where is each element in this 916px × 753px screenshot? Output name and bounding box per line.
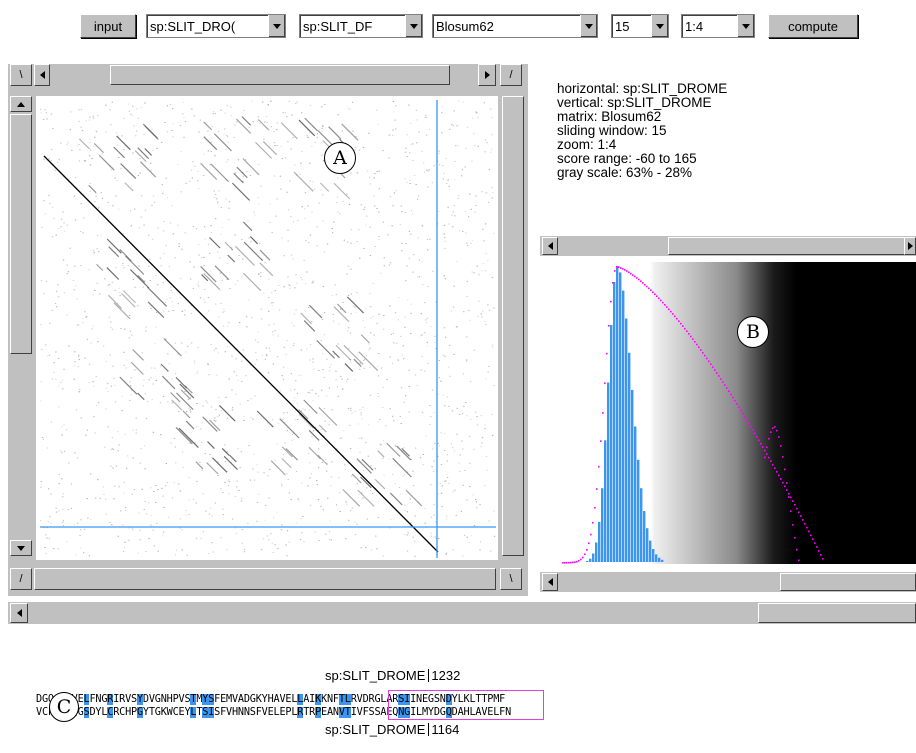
alignment-bottom-header: sp:SLIT_DROME 1164 (325, 722, 459, 737)
dotplot-bottom-hscroll[interactable] (34, 568, 496, 590)
corner-br-label: \ (500, 568, 522, 590)
matrix-select[interactable]: Blosum62 (432, 14, 598, 38)
matrix-value: Blosum62 (436, 18, 494, 34)
scroll-down-button[interactable] (10, 540, 32, 556)
window-size-select[interactable]: 15 (611, 14, 669, 38)
info-matrix: matrix: Blosum62 (557, 109, 662, 124)
scroll-right-button[interactable] (904, 237, 916, 255)
marker-c: C (49, 692, 79, 722)
chevron-down-icon[interactable] (268, 15, 285, 37)
info-gray-scale: gray scale: 63% - 28% (557, 165, 693, 180)
alignment-scroll-thumb[interactable] (758, 603, 916, 623)
zoom-value: 1:4 (685, 18, 704, 34)
scroll-left-button[interactable] (542, 573, 558, 591)
dotplot-vscroll-thumb[interactable] (10, 114, 32, 354)
window-size-value: 15 (615, 18, 630, 34)
dotplot-right-vscroll[interactable] (502, 96, 524, 556)
scroll-left-button[interactable] (10, 603, 28, 623)
scroll-left-button[interactable] (34, 64, 50, 86)
top-position: 1232 (431, 668, 461, 683)
score-histogram[interactable] (542, 262, 916, 564)
info-window: sliding window: 15 (557, 123, 667, 138)
compute-button[interactable]: compute (768, 14, 858, 38)
chevron-down-icon[interactable] (737, 15, 754, 37)
top-sequence-label: sp:SLIT_DROME (325, 668, 426, 683)
dotplot-canvas[interactable] (36, 96, 498, 560)
info-score-range: score range: -60 to 165 (557, 151, 697, 166)
alignment-top-header: sp:SLIT_DROME 1232 (325, 668, 460, 683)
dotplot-hscroll-thumb[interactable] (110, 65, 450, 85)
input-button[interactable]: input (80, 14, 136, 38)
bottom-sequence-label: sp:SLIT_DROME (325, 722, 426, 737)
parameters-info: horizontal: sp:SLIT_DROME vertical: sp:SL… (557, 68, 727, 194)
scroll-right-button[interactable] (478, 64, 496, 86)
vertical-sequence-value: sp:SLIT_DF (303, 18, 373, 34)
position-tick (428, 669, 430, 682)
position-tick (428, 723, 430, 736)
zoom-select[interactable]: 1:4 (681, 14, 755, 38)
horizontal-sequence-select[interactable]: sp:SLIT_DRO( (146, 14, 286, 38)
corner-tr-label: / (500, 64, 522, 86)
info-vertical: vertical: sp:SLIT_DROME (557, 95, 712, 110)
chevron-down-icon[interactable] (580, 15, 597, 37)
alignment-window-box (388, 690, 544, 720)
bottom-position: 1164 (431, 722, 460, 737)
corner-bl-label: / (10, 568, 32, 590)
marker-b: B (737, 316, 769, 348)
info-horizontal: horizontal: sp:SLIT_DROME (557, 81, 728, 96)
vertical-sequence-select[interactable]: sp:SLIT_DF (299, 14, 423, 38)
info-zoom: zoom: 1:4 (557, 137, 617, 152)
marker-a: A (324, 142, 356, 174)
corner-tl-label: \ (10, 64, 32, 86)
alignment-scrollbar[interactable] (8, 602, 916, 624)
scroll-up-button[interactable] (10, 96, 32, 112)
chevron-down-icon[interactable] (405, 15, 422, 37)
histogram-bottom-thumb[interactable] (780, 573, 916, 591)
scroll-left-button[interactable] (542, 237, 558, 255)
main-diagonal-line (43, 155, 439, 553)
alignment-row-top[interactable]: DGQ AVELFNGRIRVSYDVGNHPVSTMYSFEMVADGKYHA… (36, 694, 506, 705)
chevron-down-icon[interactable] (651, 15, 668, 37)
horizontal-sequence-value: sp:SLIT_DRO( (150, 18, 236, 34)
histogram-top-thumb[interactable] (668, 237, 916, 255)
